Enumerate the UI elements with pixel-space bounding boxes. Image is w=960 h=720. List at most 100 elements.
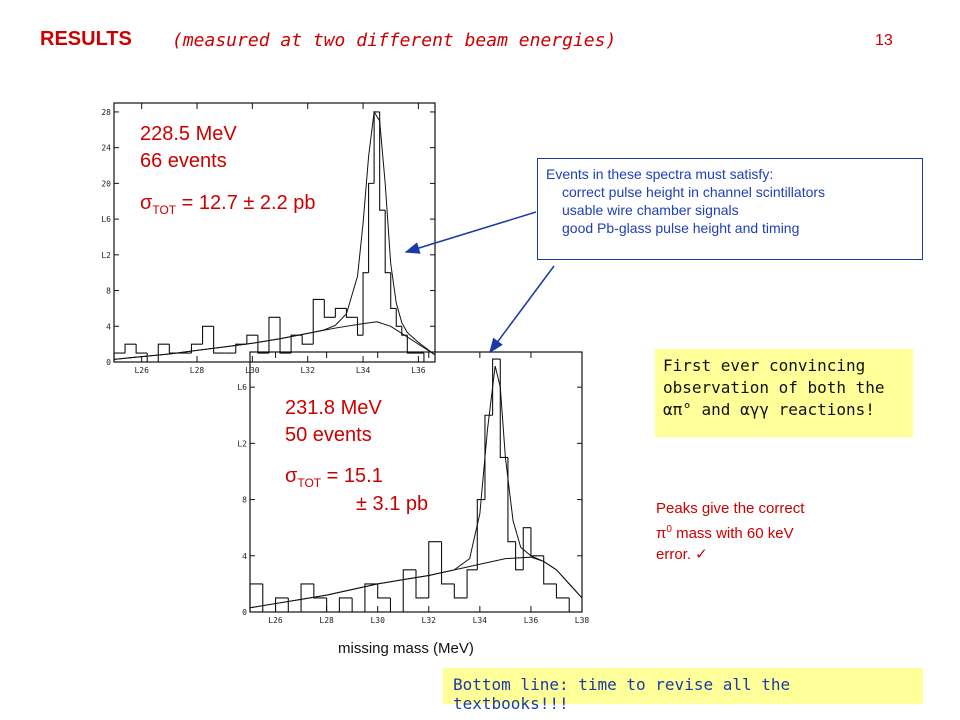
histogram-bin — [402, 569, 416, 612]
sigma-symbol: σ — [285, 465, 298, 487]
top-events-label: 66 events — [140, 150, 227, 172]
pi-symbol: π — [656, 525, 667, 542]
arrow-to-top-plot — [404, 211, 537, 254]
x-tick-label: L30 — [370, 616, 385, 625]
y-tick-label: L6 — [237, 383, 247, 392]
histogram-bin — [492, 358, 501, 416]
histogram-bin — [301, 335, 314, 345]
histogram-bin — [555, 583, 570, 599]
histogram-bin — [515, 541, 524, 571]
histogram-top: 0 4 8 L2 L6 20 24 28 L26 L28 L30 L32 L34 L36 — [101, 102, 436, 375]
histogram-bin — [287, 597, 302, 613]
histogram-bin — [262, 583, 276, 613]
first-observation-line: observation of both the — [663, 378, 885, 397]
sigma-value: = 12.7 ± 2.2 pb — [176, 192, 316, 214]
histogram-bin — [246, 334, 258, 345]
histogram-bin — [356, 317, 364, 336]
y-tick-label: 4 — [106, 322, 111, 331]
histogram-bin — [484, 414, 493, 500]
histogram-bin — [364, 583, 378, 612]
histogram-bin — [395, 308, 402, 327]
histogram-bin — [522, 527, 531, 570]
histogram-bin — [274, 597, 289, 612]
criteria-heading: Events in these spectra must satisfy: — [546, 166, 774, 182]
histogram-bin — [345, 308, 358, 318]
x-tick-label: L26 — [134, 366, 149, 375]
first-observation-box: First ever convincing observation of bot… — [655, 349, 913, 437]
bottom-line-box: Bottom line: time to revise all the text… — [443, 668, 923, 713]
x-axis-label: missing mass (MeV) — [338, 640, 474, 657]
histogram-bin — [338, 597, 353, 612]
peaks-note-text: mass with 60 keV — [671, 525, 794, 542]
arrow-to-bottom-plot — [489, 265, 555, 354]
histogram-bin — [568, 597, 582, 613]
slide-title: RESULTS — [40, 28, 132, 50]
histogram-bin — [543, 555, 557, 585]
top-energy-label: 228.5 MeV — [140, 123, 237, 145]
y-tick-label: 8 — [106, 287, 111, 296]
plot-frame — [113, 102, 436, 363]
x-tick-label: L30 — [245, 366, 260, 375]
histogram-bin — [326, 597, 340, 613]
histogram-bin — [466, 569, 478, 598]
histogram-bin — [279, 317, 292, 354]
histogram-bin — [401, 326, 408, 336]
x-tick-label: L26 — [268, 616, 283, 625]
sigma-value: = 15.1 — [321, 465, 383, 487]
histogram-bin — [379, 111, 386, 211]
x-tick-label: L28 — [319, 616, 334, 625]
histogram-bin — [389, 597, 404, 613]
histogram-bottom: 0 4 8 L2 L6 L26 L28 L30 L32 L34 L36 L38 — [237, 351, 590, 625]
first-observation-line: First ever convincing — [663, 356, 866, 375]
peaks-note: Peaks give the correct π0 mass with 60 k… — [656, 498, 856, 565]
background-curve — [113, 321, 436, 360]
histogram-bin — [507, 457, 516, 543]
top-cross-section: σTOT = 12.7 ± 2.2 pb — [140, 192, 316, 217]
y-tick-label: 24 — [101, 144, 111, 153]
x-tick-label: L28 — [190, 366, 205, 375]
first-observation-line: απ° and αγγ reactions! — [663, 400, 875, 419]
criteria-item: correct pulse height in channel scintill… — [562, 184, 826, 200]
bottom-line-text: Bottom line: time to revise all the text… — [453, 675, 791, 713]
peaks-note-line: error. ✓ — [656, 546, 708, 563]
y-tick-label: L2 — [237, 439, 247, 448]
histogram-bin — [249, 583, 263, 612]
criteria-item: usable wire chamber signals — [562, 202, 739, 218]
histogram-bin — [476, 499, 485, 570]
histogram-bin — [323, 299, 336, 318]
pi-superscript: 0 — [666, 524, 672, 535]
criteria-item: good Pb-glass pulse height and timing — [562, 220, 800, 236]
page-number: 13 — [875, 32, 893, 49]
slide-subtitle: (measured at two different beam energies… — [172, 30, 617, 51]
y-tick-label: 8 — [242, 496, 247, 505]
histogram-bin — [390, 272, 397, 309]
peaks-note-line: π0 mass with 60 keV — [656, 519, 856, 544]
histogram-bin — [351, 597, 365, 613]
x-tick-label: L38 — [575, 616, 590, 625]
histogram-bin — [384, 210, 391, 274]
histogram-bin — [268, 316, 281, 354]
histogram-bin — [157, 343, 170, 362]
histogram-bin — [202, 325, 214, 345]
x-tick-label: L34 — [356, 366, 371, 375]
histogram-bin — [257, 335, 269, 354]
histogram-bin — [368, 182, 375, 273]
x-tick-label: L32 — [300, 366, 315, 375]
histogram-bin — [313, 583, 327, 599]
histogram-bin — [300, 583, 314, 612]
histogram-bin — [190, 343, 203, 354]
sigma-subscript: TOT — [152, 203, 177, 217]
histogram-bin — [440, 541, 455, 585]
histogram-bin — [362, 272, 369, 336]
histogram-bin — [135, 344, 148, 354]
x-tick-label: L36 — [524, 616, 539, 625]
background-curve — [249, 556, 583, 609]
histogram-bin — [423, 353, 435, 363]
y-tick-label: 28 — [101, 108, 111, 117]
y-tick-label: 0 — [242, 608, 247, 617]
histogram-bin — [377, 583, 391, 599]
y-tick-label: L2 — [101, 251, 111, 260]
plot-frame — [249, 351, 583, 613]
histogram-bin — [334, 307, 347, 318]
